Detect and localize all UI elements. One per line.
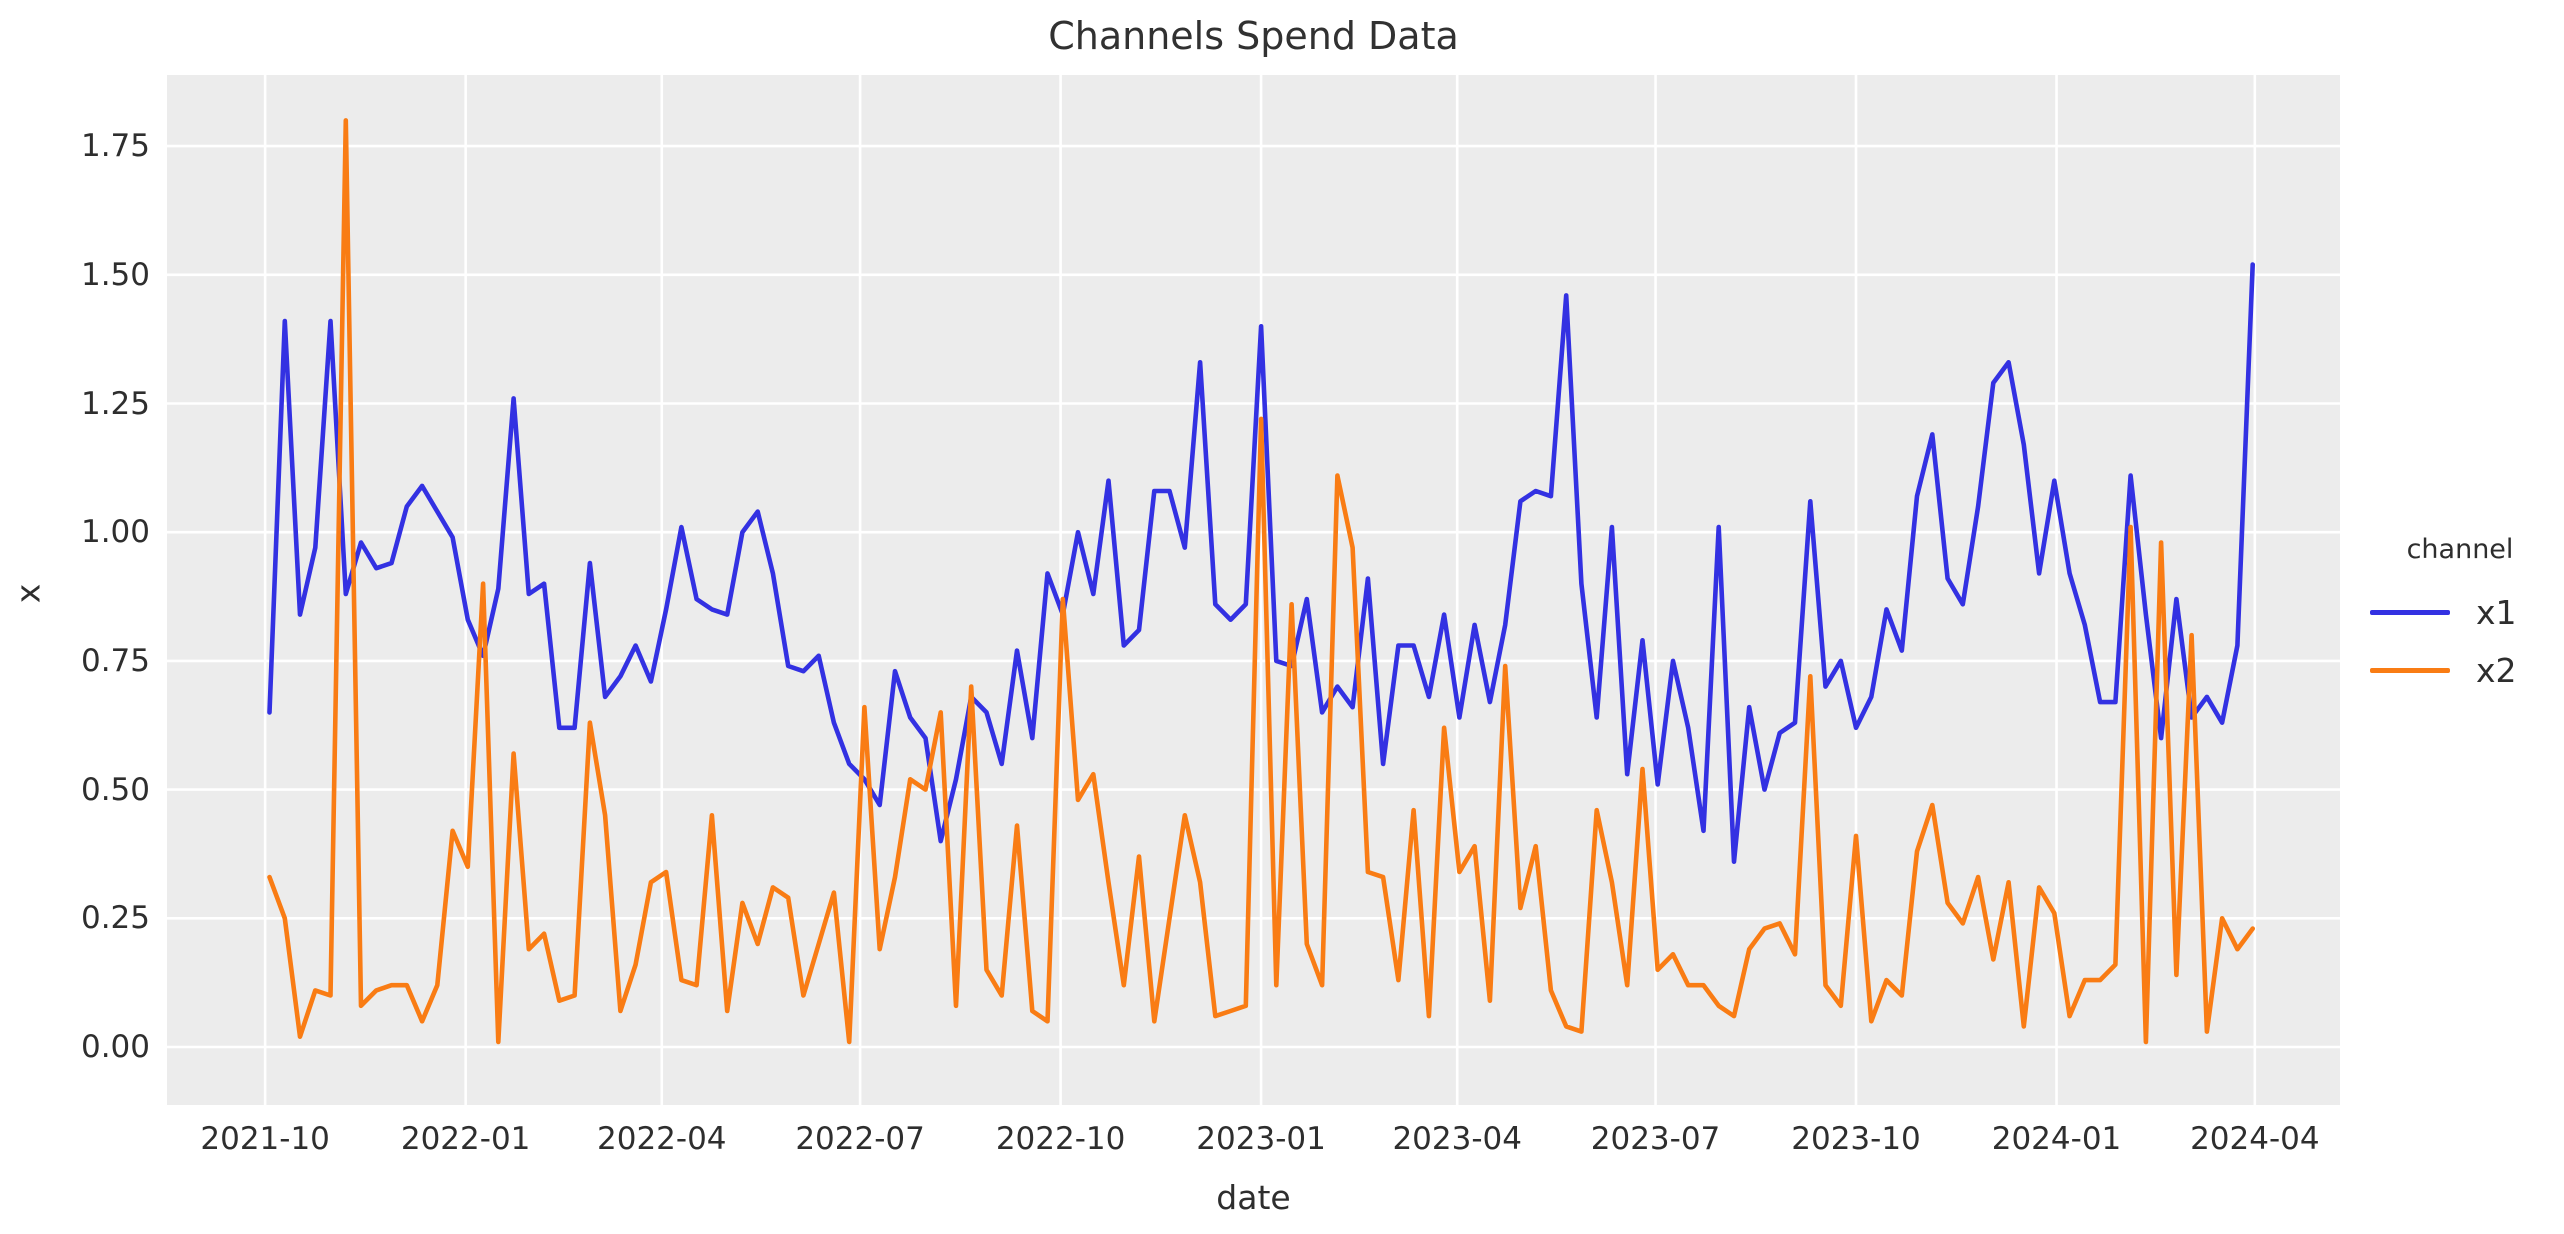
series-line-x1 bbox=[267, 262, 2255, 865]
y-tick-label: 1.75 bbox=[80, 128, 150, 165]
x-tick-label: 2022-01 bbox=[400, 1121, 531, 1157]
legend-swatch-x1 bbox=[2370, 609, 2450, 615]
legend-title: channel bbox=[2406, 534, 2514, 565]
y-tick-label: 0.00 bbox=[80, 1029, 150, 1065]
x-tick-label: 2023-10 bbox=[1791, 1121, 1921, 1157]
y-tick-label: 0.50 bbox=[80, 771, 150, 808]
x-tick-label: 2024-01 bbox=[1991, 1121, 2122, 1157]
legend-swatch-x2 bbox=[2370, 667, 2450, 673]
y-axis-label: x bbox=[8, 583, 48, 604]
x-tick-label: 2023-01 bbox=[1196, 1121, 1326, 1157]
x-tick-label: 2024-04 bbox=[2190, 1121, 2320, 1157]
x-tick-label: 2022-04 bbox=[597, 1121, 727, 1157]
legend-entry-x1: x1 bbox=[2362, 583, 2558, 641]
x-tick-label: 2023-07 bbox=[1590, 1121, 1721, 1157]
legend-label-x2: x2 bbox=[2476, 650, 2517, 690]
chart-title: Channels Spend Data bbox=[1048, 14, 1459, 58]
legend-entry-x2: x2 bbox=[2362, 641, 2558, 699]
y-tick-label: 0.75 bbox=[80, 642, 150, 679]
y-tick-label: 1.50 bbox=[80, 256, 150, 293]
y-tick-label: 1.00 bbox=[80, 514, 150, 551]
legend-label-x1: x1 bbox=[2476, 592, 2517, 632]
legend: channel x1 x2 bbox=[2362, 534, 2558, 699]
chart-canvas bbox=[167, 75, 2340, 1105]
y-tick-label: 0.25 bbox=[80, 900, 150, 937]
x-tick-label: 2022-07 bbox=[795, 1121, 925, 1157]
x-tick-label: 2023-04 bbox=[1392, 1121, 1522, 1157]
plot-area bbox=[167, 75, 2340, 1105]
x-axis-label: date bbox=[1216, 1178, 1291, 1217]
series-line-x2 bbox=[267, 118, 2255, 1045]
x-tick-label: 2021-10 bbox=[200, 1121, 330, 1157]
x-tick-label: 2022-10 bbox=[995, 1121, 1126, 1157]
y-tick-label: 1.25 bbox=[80, 385, 150, 422]
